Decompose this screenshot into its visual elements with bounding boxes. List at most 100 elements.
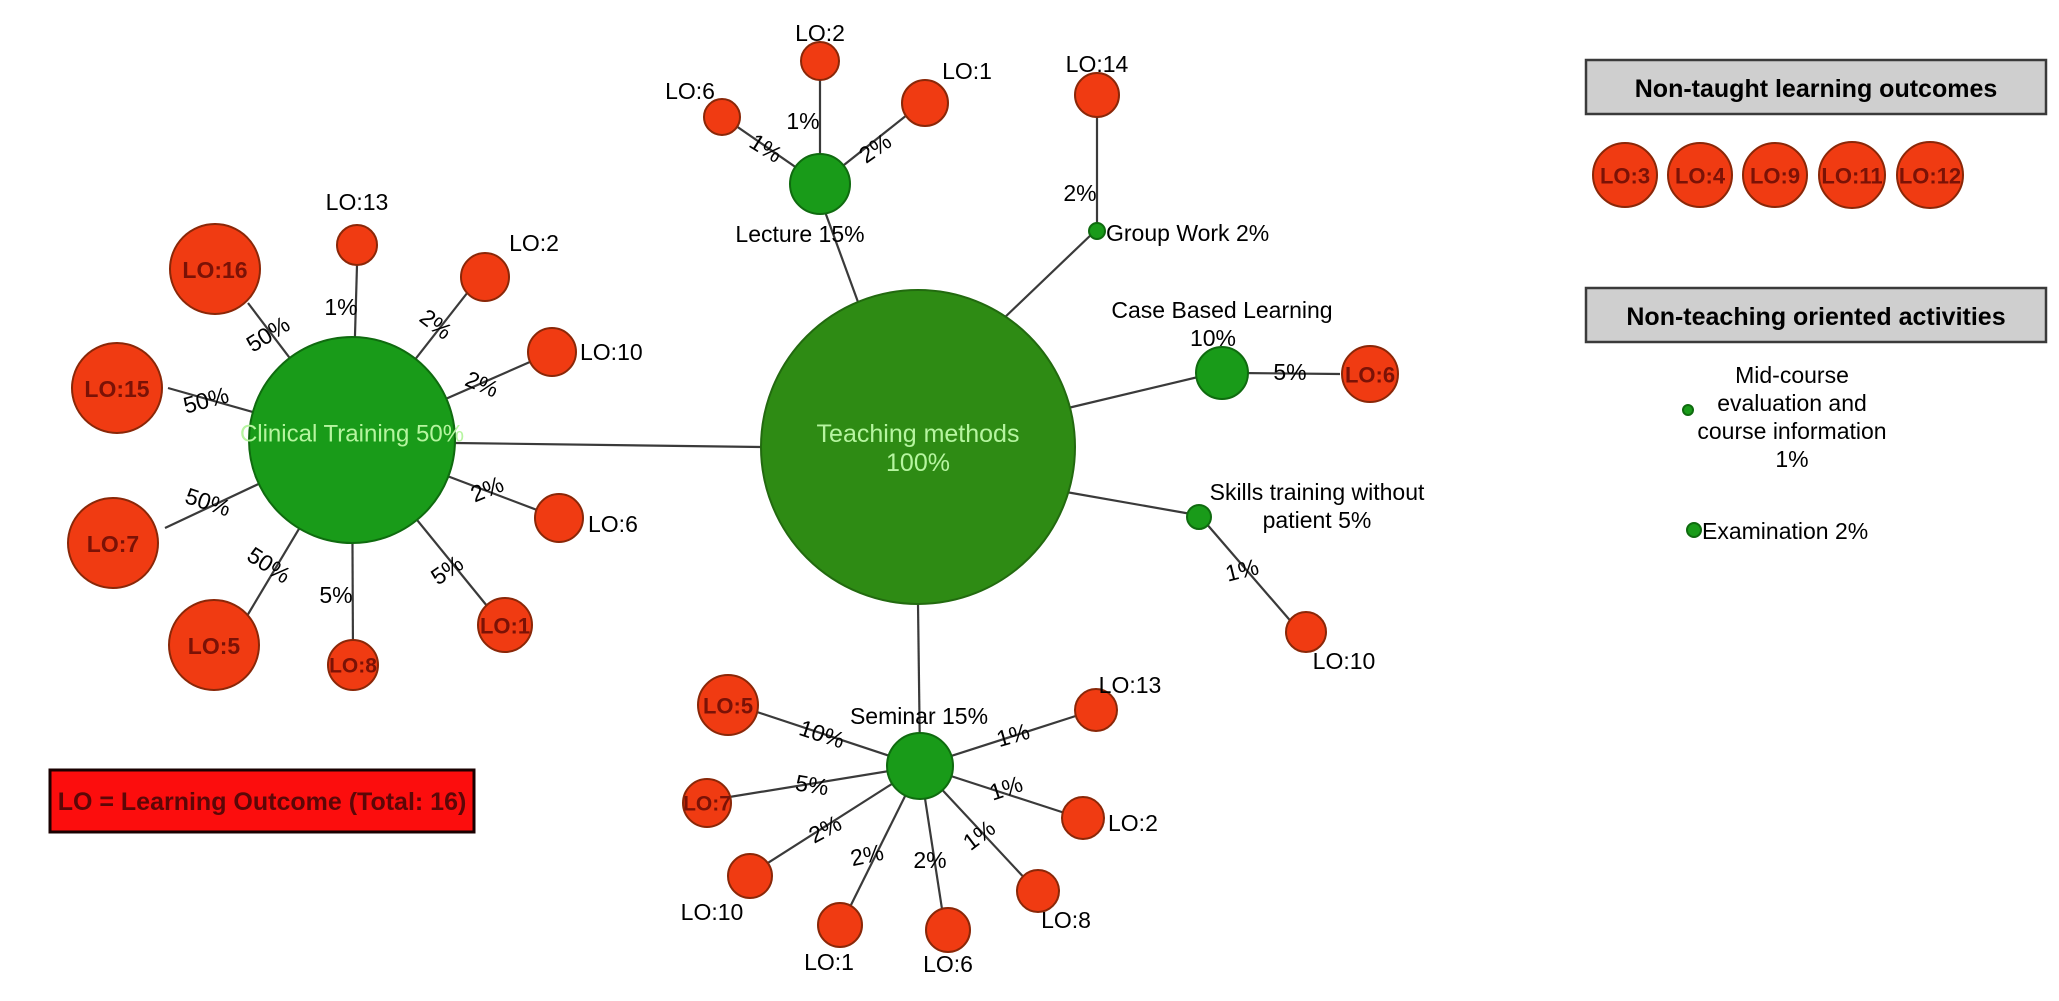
lo-node-sem-lo10-label: LO:10 — [681, 899, 744, 925]
lo-node-sem-lo1[interactable] — [817, 902, 863, 948]
edge-root-case-based-learning — [1067, 371, 1216, 410]
pct-sem-lo2: 1% — [986, 770, 1026, 805]
pct-ct-lo2: 2% — [415, 304, 457, 345]
lo-node-lec-lo6[interactable] — [703, 98, 741, 136]
node-skills-training[interactable] — [1186, 504, 1212, 530]
pct-ct-lo16: 50% — [242, 311, 295, 357]
pct-ct-lo8: 5% — [319, 582, 352, 608]
pct-ct-lo6: 2% — [467, 471, 508, 508]
lo-node-ct-lo1[interactable] — [477, 597, 533, 653]
seminar-satellites: LO:5 10% LO:7 5% LO:10 2% LO:1 2% LO:6 2… — [681, 672, 1162, 977]
lo-node-sem-lo13[interactable] — [1074, 688, 1118, 732]
edge-sem-lo7 — [710, 764, 921, 802]
lo-node-ct-lo6[interactable] — [534, 493, 584, 543]
lo-node-sem-lo6[interactable] — [925, 907, 971, 953]
node-skills-training-label-2: patient 5% — [1263, 507, 1372, 533]
lo-node-nontaught-lo9[interactable] — [1742, 142, 1808, 208]
pct-sem-lo8: 1% — [958, 815, 1000, 856]
activity-mid-course-line-1: Mid-course — [1735, 362, 1849, 388]
lo-node-sem-lo6-label: LO:6 — [923, 951, 973, 977]
edge-root-clinical-training — [454, 441, 762, 449]
non-taught-panel-header — [1584, 58, 2048, 116]
edge-root-group-work — [1001, 231, 1095, 321]
lo-node-ct-lo7[interactable] — [67, 497, 159, 589]
lo-node-ct-lo10-label: LO:10 — [580, 339, 643, 365]
activity-dot-examination[interactable] — [1686, 522, 1702, 538]
lo-node-cbl-lo6[interactable] — [1341, 345, 1399, 403]
activity-examination-label: Examination 2% — [1702, 518, 1868, 544]
lo-node-nontaught-lo9-label: LO:9 — [1750, 164, 1800, 189]
node-case-based-learning-label-2: 10% — [1190, 325, 1236, 351]
node-case-based-learning[interactable] — [1195, 346, 1249, 400]
lo-node-nontaught-lo12[interactable] — [1896, 141, 1964, 209]
lo-node-nontaught-lo11-label: LO:11 — [1821, 164, 1882, 189]
pct-sem-lo5: 10% — [796, 715, 848, 754]
lo-node-sem-lo5[interactable] — [697, 674, 759, 736]
node-clinical-training[interactable] — [248, 336, 456, 544]
lecture-satellites: LO:6 1% LO:2 1% LO:1 2% — [665, 20, 992, 168]
node-lecture[interactable] — [789, 153, 851, 215]
node-seminar[interactable] — [886, 732, 954, 800]
pct-cbl-lo6: 5% — [1273, 359, 1306, 385]
node-seminar-label: Seminar 15% — [850, 703, 988, 729]
lo-node-sem-lo2-label: LO:2 — [1108, 810, 1158, 836]
lo-node-ct-lo5-label: LO:5 — [188, 633, 241, 659]
pct-sem-lo7: 5% — [794, 770, 831, 801]
lo-node-nontaught-lo11[interactable] — [1818, 141, 1886, 209]
lo-node-ct-lo8[interactable] — [327, 639, 379, 691]
lo-node-lec-lo1[interactable] — [901, 79, 949, 127]
non-teaching-panel-title: Non-teaching oriented activities — [1626, 303, 2005, 331]
pct-lec-lo6: 1% — [745, 128, 787, 168]
pct-ct-lo15: 50% — [180, 381, 231, 418]
lo-node-lec-lo1-label: LO:1 — [942, 58, 992, 84]
node-teaching-methods[interactable] — [760, 289, 1076, 605]
node-group-work[interactable] — [1088, 222, 1106, 240]
lo-node-gw-lo14[interactable] — [1074, 72, 1120, 118]
activity-mid-course-line-4: 1% — [1775, 446, 1808, 472]
node-lecture-label: Lecture 15% — [735, 221, 864, 247]
lo-node-sem-lo8[interactable] — [1016, 869, 1060, 913]
node-group-work-label: Group Work 2% — [1106, 220, 1269, 246]
node-case-based-learning-label-1: Case Based Learning — [1111, 297, 1332, 323]
lo-node-ct-lo1-label: LO:1 — [480, 614, 530, 639]
pct-sem-lo6: 2% — [913, 847, 946, 873]
lo-node-ct-lo13-label: LO:13 — [326, 189, 389, 215]
pct-ct-lo1: 5% — [426, 550, 468, 590]
pct-ct-lo10: 2% — [462, 366, 503, 403]
lo-node-skills-lo10[interactable] — [1285, 611, 1327, 653]
lo-node-ct-lo10[interactable] — [527, 327, 577, 377]
lo-node-sem-lo5-label: LO:5 — [703, 694, 753, 719]
panel-non-teaching-activities: Non-teaching oriented activities Mid-cou… — [1584, 286, 2048, 544]
lo-node-sem-lo2[interactable] — [1061, 796, 1105, 840]
lo-node-gw-lo14-label: LO:14 — [1066, 51, 1129, 77]
lo-node-nontaught-lo4[interactable] — [1667, 142, 1733, 208]
activity-mid-course-line-3: course information — [1697, 418, 1886, 444]
lo-node-nontaught-lo12-label: LO:12 — [1899, 164, 1961, 189]
lo-node-sem-lo7[interactable] — [682, 778, 732, 828]
lo-node-sem-lo10[interactable] — [727, 853, 773, 899]
lo-node-lec-lo2[interactable] — [800, 41, 840, 81]
edge-root-skills-training — [1065, 490, 1198, 517]
lo-node-ct-lo6-label: LO:6 — [588, 511, 638, 537]
lo-node-skills-lo10-label: LO:10 — [1313, 648, 1376, 674]
lo-node-ct-lo2[interactable] — [460, 252, 510, 302]
lo-node-ct-lo15-label: LO:15 — [84, 376, 149, 402]
lo-key-legend: LO = Learning Outcome (Total: 16) — [48, 768, 476, 834]
node-teaching-methods-label-2: 100% — [886, 449, 950, 477]
lo-node-sem-lo1-label: LO:1 — [804, 949, 854, 975]
lo-node-ct-lo16[interactable] — [169, 223, 261, 315]
lo-node-nontaught-lo3[interactable] — [1592, 142, 1658, 208]
pct-sem-lo1: 2% — [848, 839, 886, 871]
method-node-layer: Teaching methods 100% Clinical Training … — [240, 153, 1425, 800]
activity-dot-mid-course-evaluation[interactable] — [1682, 404, 1694, 416]
lo-node-ct-lo5[interactable] — [168, 599, 260, 691]
lo-node-ct-lo15[interactable] — [71, 342, 163, 434]
pct-lec-lo2: 1% — [786, 108, 819, 134]
clinical-training-satellites: LO:16 50% LO:15 50% LO:7 50% LO:5 50% LO… — [67, 189, 643, 691]
lo-node-ct-lo13[interactable] — [336, 224, 378, 266]
lo-node-ct-lo2-label: LO:2 — [509, 230, 559, 256]
edge-skills-lo10 — [1204, 521, 1295, 626]
pct-gw-lo14: 2% — [1063, 180, 1096, 206]
lo-node-lec-lo2-label: LO:2 — [795, 20, 845, 46]
